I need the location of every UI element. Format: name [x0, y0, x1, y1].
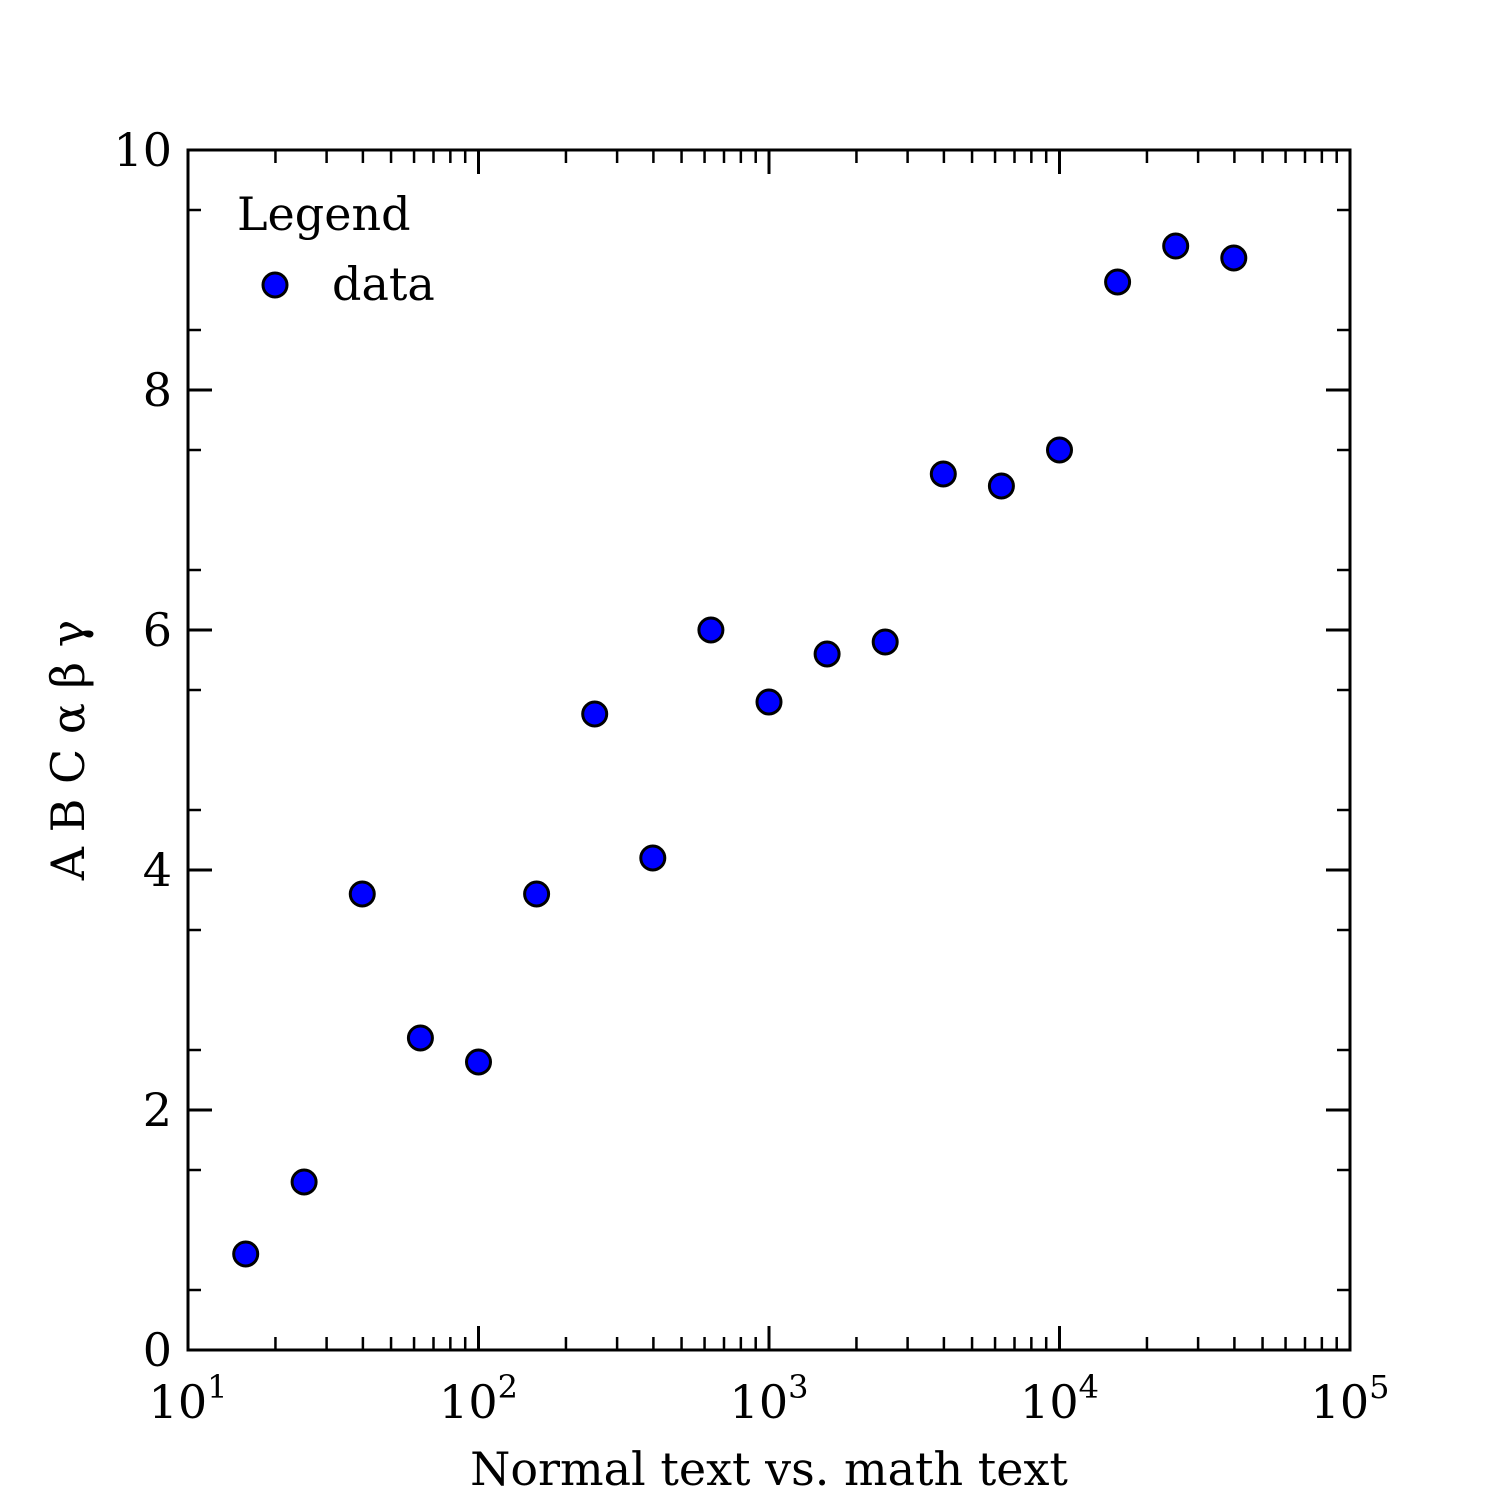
- data-points: [232, 232, 1248, 1268]
- data-point: [1162, 232, 1190, 260]
- data-point: [639, 844, 667, 872]
- x-tick-label-base: 10: [730, 1375, 789, 1429]
- data-point: [697, 616, 725, 644]
- data-point: [406, 1024, 434, 1052]
- y-axis-label: A B C α β γ: [41, 620, 95, 881]
- x-tick-label: 104: [1020, 1368, 1099, 1429]
- legend-marker: [261, 271, 289, 299]
- data-point: [290, 1168, 318, 1196]
- x-tick-label-exponent: 3: [788, 1368, 808, 1406]
- plot-frame: [186, 148, 1352, 1352]
- data-point: [813, 640, 841, 668]
- y-tick-label: 8: [143, 363, 172, 417]
- x-tick-label: 105: [1311, 1368, 1390, 1429]
- data-point: [929, 460, 957, 488]
- data-point: [871, 628, 899, 656]
- data-point: [987, 472, 1015, 500]
- x-tick-label: 101: [149, 1368, 228, 1429]
- x-tick-label-base: 10: [1311, 1375, 1370, 1429]
- data-point: [1104, 268, 1132, 296]
- x-tick-label-base: 10: [439, 1375, 498, 1429]
- data-point: [465, 1048, 492, 1076]
- x-tick-label: 103: [730, 1368, 809, 1429]
- data-point: [1220, 244, 1248, 272]
- data-point: [581, 700, 609, 728]
- x-tick-label-exponent: 1: [207, 1368, 227, 1406]
- data-point: [523, 880, 551, 908]
- x-tick-label-base: 10: [149, 1375, 208, 1429]
- y-tick-label: 6: [143, 603, 172, 657]
- legend: Legend data: [237, 187, 435, 311]
- y-tick-label: 0: [143, 1323, 172, 1377]
- data-point: [232, 1240, 260, 1268]
- legend-label-data: data: [332, 257, 435, 311]
- x-tick-label-exponent: 2: [498, 1368, 518, 1406]
- data-point: [348, 880, 376, 908]
- y-tick-label: 10: [113, 123, 172, 177]
- x-tick-label-exponent: 4: [1079, 1368, 1099, 1406]
- y-tick-label: 4: [143, 843, 172, 897]
- x-axis-label: Normal text vs. math text: [470, 1442, 1068, 1496]
- x-tick-label-base: 10: [1020, 1375, 1079, 1429]
- legend-title: Legend: [237, 187, 411, 241]
- y-tick-label: 2: [143, 1083, 172, 1137]
- x-tick-label: 102: [439, 1368, 518, 1429]
- data-point: [1046, 436, 1073, 464]
- data-point: [755, 688, 783, 716]
- x-tick-label-exponent: 5: [1369, 1368, 1389, 1406]
